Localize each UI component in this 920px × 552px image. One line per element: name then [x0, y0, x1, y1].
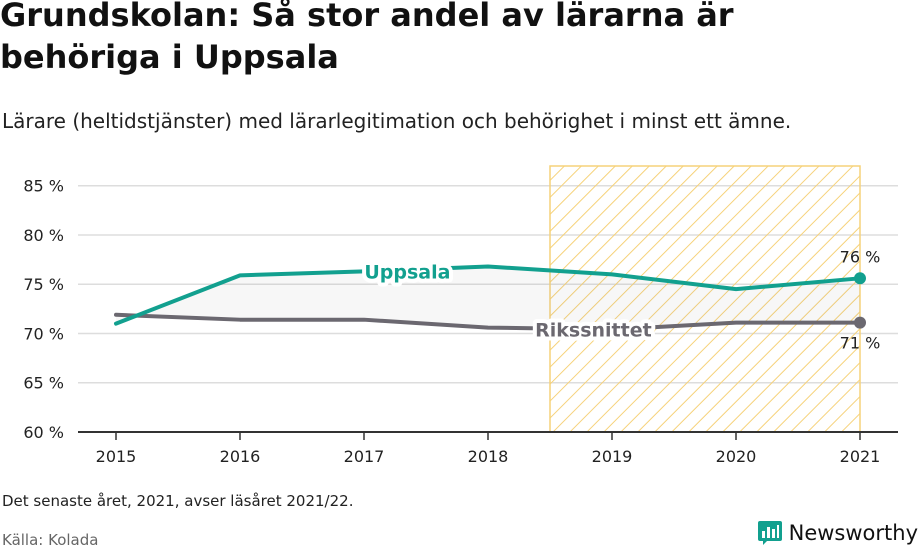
end-label-uppsala: 76 %	[840, 247, 881, 266]
series-label-uppsala: Uppsala	[364, 261, 450, 283]
end-label-rikssnittet: 71 %	[840, 334, 881, 353]
x-tick-label: 2021	[840, 447, 881, 466]
axis-layer: 60 % 65 % 70 % 75 % 80 % 85 % 2015 2016 2017 2018…	[23, 177, 898, 466]
y-tick-label: 70 %	[23, 324, 64, 343]
x-tick-label: 2020	[716, 447, 757, 466]
chart-subtitle: Lärare (heltidstjänster) med lärarlegiti…	[2, 109, 792, 133]
x-tick-label: 2017	[344, 447, 385, 466]
series-layer	[114, 264, 866, 332]
x-tick-label: 2016	[220, 447, 261, 466]
x-tick-label: 2019	[592, 447, 633, 466]
source-text: Källa: Kolada	[2, 531, 99, 549]
highlight-region	[549, 165, 861, 433]
series-label-rikssnittet: Rikssnittet	[535, 320, 652, 342]
end-point-uppsala	[854, 272, 866, 285]
line-chart: 60 % 65 % 70 % 75 % 80 % 85 % 2015 2016 2017 2018…	[23, 165, 898, 466]
y-tick-label: 75 %	[23, 275, 64, 294]
y-tick-label: 80 %	[23, 226, 64, 245]
chart-title: Grundskolan: Så stor andel av lärarna är…	[0, 0, 734, 76]
y-tick-label: 60 %	[23, 423, 64, 442]
series-line-uppsala	[114, 264, 862, 326]
footnote: Det senaste året, 2021, avser läsåret 20…	[2, 492, 354, 510]
bar-chart-icon	[757, 521, 782, 545]
series-label-uppsala-halo: Uppsala	[364, 261, 450, 283]
highlight-layer	[549, 165, 861, 433]
brand-logo: Newsworthy	[757, 518, 918, 548]
y-tick-label: 85 %	[23, 177, 64, 196]
x-tick-label: 2018	[468, 447, 509, 466]
end-point-rikssnittet	[854, 316, 866, 329]
y-tick-label: 65 %	[23, 374, 64, 393]
x-tick-label: 2015	[96, 447, 137, 466]
brand-name: Newsworthy	[788, 521, 918, 545]
series-label-rikssnittet-halo: Rikssnittet	[535, 320, 652, 342]
series-line-rikssnittet	[114, 312, 862, 332]
